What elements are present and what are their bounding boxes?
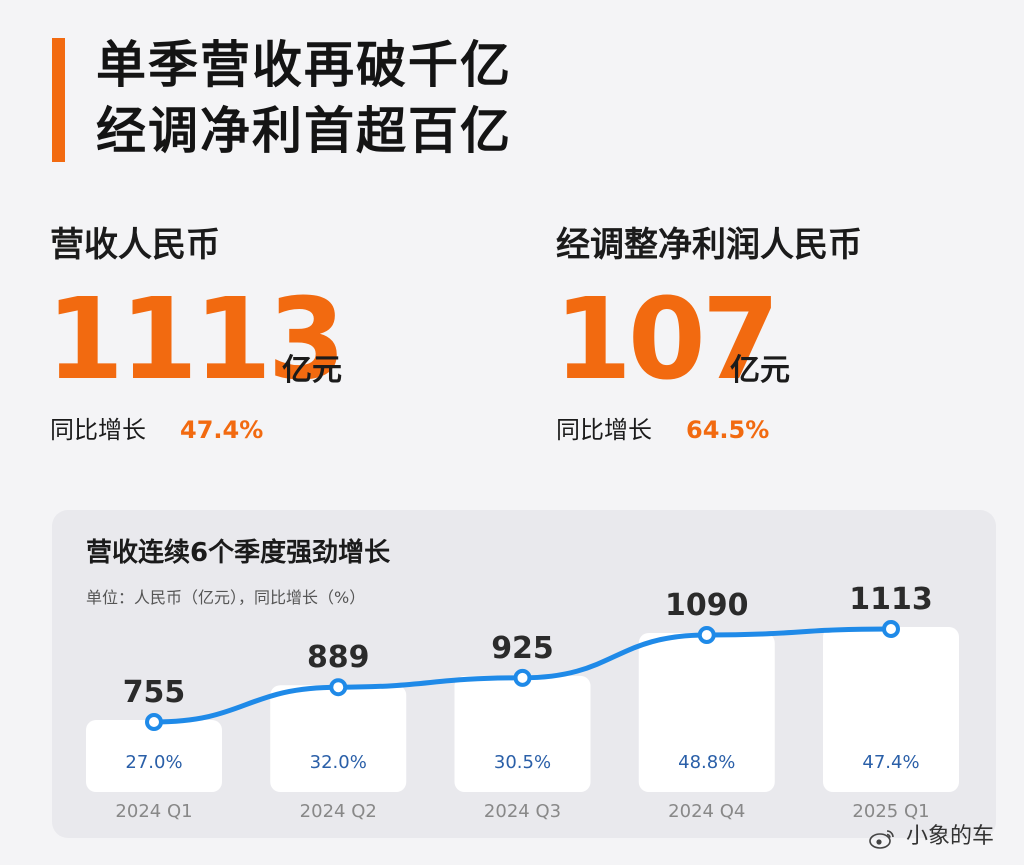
data-label-growth: 48.8% [678, 752, 735, 773]
chart-title: 营收连续6个季度强劲增长 [86, 538, 391, 568]
x-tick-label: 2024 Q2 [300, 801, 377, 822]
revenue-growth-value: 47.4% [180, 416, 264, 444]
net-profit-growth-label: 同比增长 [556, 416, 652, 444]
accent-bar [52, 38, 65, 162]
data-label-growth: 30.5% [494, 752, 551, 773]
headline-line-2: 经调净利首超百亿 [96, 102, 512, 160]
bar-2024-q4 [638, 632, 775, 792]
data-point-1 [329, 678, 348, 697]
data-label-value: 925 [491, 631, 554, 666]
weibo-icon [869, 830, 894, 849]
x-tick-label: 2024 Q1 [115, 801, 192, 822]
net-profit-value: 107 [554, 275, 780, 405]
watermark-text: 小象的车 [906, 824, 995, 849]
revenue-unit: 亿元 [282, 353, 342, 388]
data-label-growth: 32.0% [310, 752, 367, 773]
bar-2025-q1 [823, 627, 959, 792]
revenue-growth-label: 同比增长 [50, 416, 146, 444]
x-tick-label: 2024 Q4 [668, 801, 745, 822]
chart-subtitle: 单位：人民币（亿元），同比增长（%） [86, 588, 366, 607]
revenue-label: 营收人民币 [50, 225, 220, 265]
data-label-value: 755 [123, 675, 186, 710]
data-label-value: 1090 [665, 588, 749, 623]
data-point-2 [513, 668, 532, 687]
net-profit-label: 经调整净利润人民币 [556, 225, 862, 265]
x-tick-label: 2025 Q1 [852, 801, 929, 822]
data-label-growth: 27.0% [125, 752, 182, 773]
data-point-0 [145, 713, 163, 731]
data-point-4 [882, 620, 900, 638]
data-label-value: 1113 [849, 582, 933, 617]
x-tick-label: 2024 Q3 [484, 801, 561, 822]
data-label-growth: 47.4% [862, 752, 919, 773]
data-label-value: 889 [307, 640, 370, 675]
net-profit-growth-value: 64.5% [686, 416, 770, 444]
headline-line-1: 单季营收再破千亿 [96, 36, 512, 94]
net-profit-unit: 亿元 [730, 353, 790, 388]
bar-2024-q2 [270, 685, 407, 792]
revenue-value: 1113 [46, 275, 346, 405]
bar-2024-q3 [454, 675, 591, 792]
data-point-3 [697, 625, 716, 644]
bar-2024-q1 [86, 720, 222, 792]
